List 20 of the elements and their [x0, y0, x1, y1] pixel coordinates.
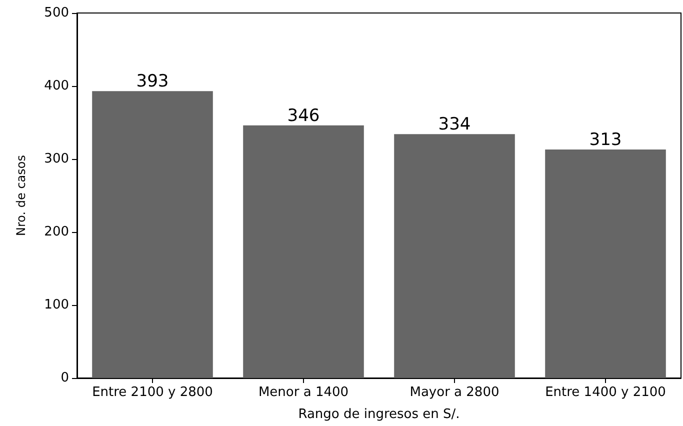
y-tick-label: 400 — [44, 78, 69, 94]
bar — [92, 91, 213, 378]
bar — [545, 150, 666, 378]
data-label: 334 — [438, 114, 471, 135]
y-tick-label: 500 — [44, 6, 69, 20]
data-label: 313 — [589, 130, 622, 150]
x-axis-title: Rango de ingresos en S/. — [298, 407, 460, 422]
data-label: 393 — [136, 72, 169, 92]
bar — [394, 134, 515, 378]
y-axis-title: Nro. de casos — [14, 154, 28, 236]
x-tick-label: Menor a 1400 — [258, 385, 349, 400]
bar — [243, 125, 364, 378]
y-tick-label: 100 — [44, 298, 69, 312]
y-tick-label: 0 — [60, 370, 69, 386]
x-tick-label: Mayor a 2800 — [410, 385, 500, 400]
x-tick-label: Entre 2100 y 2800 — [92, 385, 213, 400]
data-label: 346 — [287, 106, 320, 126]
y-tick-label: 200 — [44, 224, 69, 240]
y-tick-label: 300 — [44, 152, 69, 166]
x-tick-label: Entre 1400 y 2100 — [545, 385, 666, 400]
